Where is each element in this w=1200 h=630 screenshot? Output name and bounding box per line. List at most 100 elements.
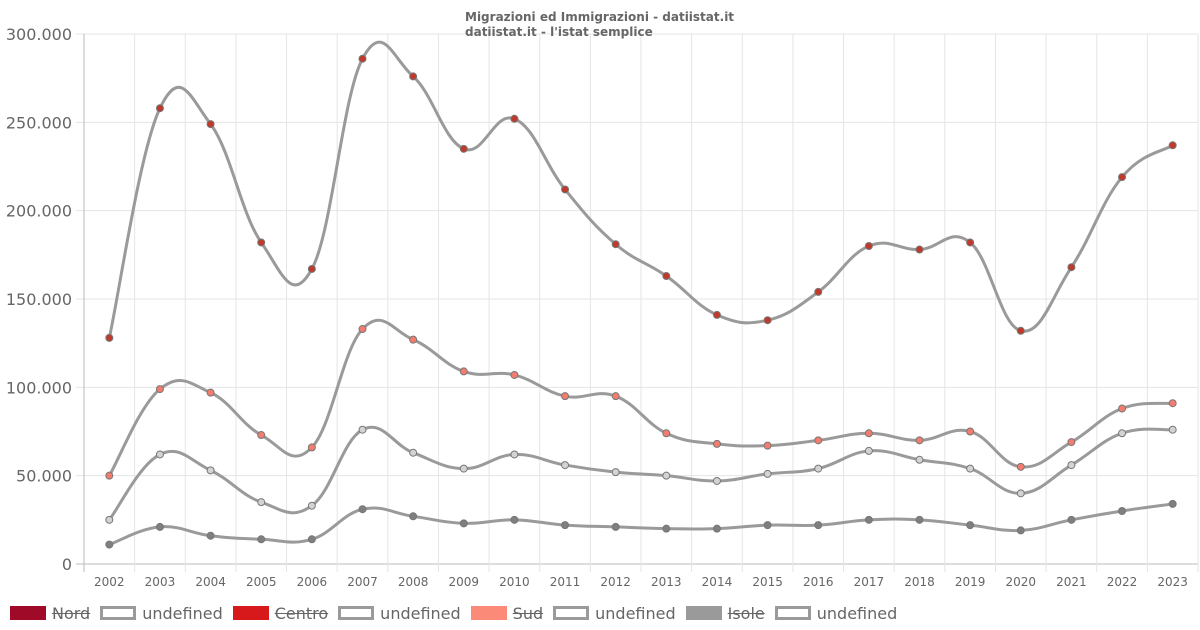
data-point-isole	[612, 523, 619, 530]
y-tick-label: 300.000	[6, 25, 72, 44]
data-point-sud	[308, 502, 315, 509]
data-point-nord	[207, 121, 214, 128]
legend-item-isole[interactable]: Isole	[686, 604, 765, 623]
legend-label: Sud	[513, 604, 543, 623]
legend-item-nord[interactable]: Nord	[10, 604, 90, 623]
x-tick-label: 2010	[499, 575, 530, 589]
legend-label: Nord	[52, 604, 90, 623]
x-tick-label: 2018	[904, 575, 935, 589]
data-point-centro	[511, 371, 518, 378]
y-tick-label: 50.000	[16, 467, 72, 486]
data-point-centro	[1119, 405, 1126, 412]
data-point-sud	[764, 470, 771, 477]
data-point-nord	[1068, 264, 1075, 271]
y-tick-label: 200.000	[6, 202, 72, 221]
data-point-centro	[967, 428, 974, 435]
x-tick-label: 2008	[398, 575, 429, 589]
data-point-sud	[106, 516, 113, 523]
legend: Nord undefined Centro undefined Sud undefined…	[10, 601, 907, 625]
data-point-nord	[612, 241, 619, 248]
x-tick-label: 2009	[448, 575, 479, 589]
data-point-centro	[764, 442, 771, 449]
legend-swatch	[775, 606, 811, 620]
data-point-centro	[359, 326, 366, 333]
data-point-isole	[815, 522, 822, 529]
y-tick-label: 100.000	[6, 378, 72, 397]
legend-swatch	[100, 606, 136, 620]
data-point-isole	[258, 536, 265, 543]
data-point-sud	[410, 449, 417, 456]
data-point-isole	[1068, 516, 1075, 523]
data-point-isole	[865, 516, 872, 523]
data-point-centro	[410, 336, 417, 343]
x-tick-label: 2011	[550, 575, 581, 589]
data-point-sud	[815, 465, 822, 472]
data-point-nord	[511, 115, 518, 122]
data-point-nord	[156, 105, 163, 112]
data-point-centro	[663, 430, 670, 437]
data-point-isole	[410, 513, 417, 520]
legend-swatch	[10, 606, 46, 620]
legend-swatch	[233, 606, 269, 620]
legend-item-undefined[interactable]: undefined	[553, 604, 676, 623]
x-tick-label: 2012	[600, 575, 631, 589]
data-point-sud	[967, 465, 974, 472]
data-point-sud	[916, 456, 923, 463]
legend-item-sud[interactable]: Sud	[471, 604, 543, 623]
legend-swatch	[338, 606, 374, 620]
data-point-nord	[1017, 327, 1024, 334]
x-tick-label: 2019	[955, 575, 986, 589]
data-point-centro	[106, 472, 113, 479]
legend-item-undefined[interactable]: undefined	[775, 604, 898, 623]
legend-item-undefined[interactable]: undefined	[338, 604, 461, 623]
x-tick-label: 2021	[1056, 575, 1087, 589]
data-point-sud	[460, 465, 467, 472]
x-tick-label: 2006	[297, 575, 328, 589]
data-point-isole	[764, 522, 771, 529]
data-point-isole	[359, 506, 366, 513]
legend-item-undefined[interactable]: undefined	[100, 604, 223, 623]
x-tick-label: 2007	[347, 575, 378, 589]
x-tick-label: 2017	[854, 575, 885, 589]
data-point-sud	[562, 462, 569, 469]
data-point-isole	[207, 532, 214, 539]
data-point-isole	[308, 536, 315, 543]
data-point-nord	[1169, 142, 1176, 149]
chart-title: Migrazioni ed Immigrazioni - datiistat.i…	[465, 10, 734, 24]
data-point-isole	[562, 522, 569, 529]
data-point-sud	[511, 451, 518, 458]
x-tick-label: 2015	[752, 575, 783, 589]
data-point-sud	[1119, 430, 1126, 437]
x-tick-label: 2003	[145, 575, 176, 589]
data-point-centro	[1017, 463, 1024, 470]
data-point-sud	[713, 477, 720, 484]
x-tick-label: 2023	[1157, 575, 1188, 589]
legend-label: undefined	[380, 604, 461, 623]
data-point-isole	[460, 520, 467, 527]
data-point-sud	[258, 499, 265, 506]
data-point-isole	[967, 522, 974, 529]
data-point-centro	[1068, 439, 1075, 446]
data-point-isole	[1119, 508, 1126, 515]
legend-item-centro[interactable]: Centro	[233, 604, 328, 623]
data-point-nord	[562, 186, 569, 193]
data-point-centro	[865, 430, 872, 437]
data-point-sud	[1169, 426, 1176, 433]
data-point-centro	[916, 437, 923, 444]
data-point-isole	[106, 541, 113, 548]
data-point-sud	[612, 469, 619, 476]
data-point-isole	[1017, 527, 1024, 534]
data-point-centro	[713, 440, 720, 447]
x-tick-label: 2005	[246, 575, 277, 589]
data-point-nord	[815, 288, 822, 295]
axes: 0 50.000 100.000 150.000 200.000 250.000 300.0…	[6, 25, 1188, 589]
y-tick-label: 0	[62, 555, 72, 574]
data-point-nord	[967, 239, 974, 246]
x-tick-label: 2002	[94, 575, 125, 589]
legend-swatch	[553, 606, 589, 620]
legend-label: undefined	[142, 604, 223, 623]
data-point-centro	[1169, 400, 1176, 407]
data-point-sud	[207, 467, 214, 474]
data-point-nord	[663, 273, 670, 280]
legend-label: undefined	[595, 604, 676, 623]
